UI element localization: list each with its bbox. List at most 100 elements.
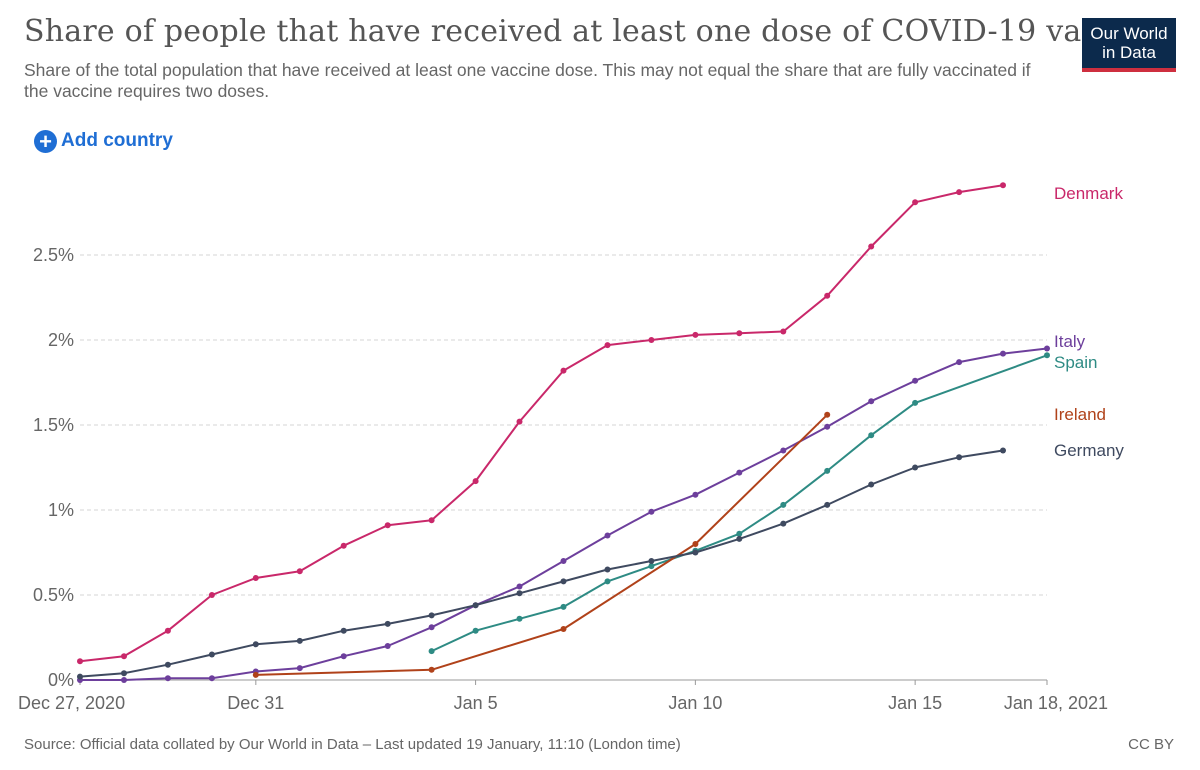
data-point-germany [296, 637, 303, 644]
series-label-denmark: Denmark [1054, 184, 1123, 203]
series-label-germany: Germany [1054, 441, 1124, 460]
data-point-denmark [208, 592, 215, 598]
data-point-spain [1044, 352, 1050, 359]
data-point-germany [164, 661, 171, 668]
data-point-germany [340, 627, 347, 634]
series-label-ireland: Ireland [1054, 405, 1106, 424]
series-label-italy: Italy [1054, 332, 1086, 351]
add-country-label: Add country [61, 130, 173, 151]
data-point-ireland [252, 671, 259, 678]
data-point-spain [868, 432, 875, 439]
data-point-germany [516, 590, 523, 597]
series-line-spain [431, 354, 1048, 653]
data-point-germany [868, 481, 875, 488]
data-point-germany [428, 612, 435, 619]
plus-circle-icon: + [34, 129, 57, 153]
data-point-italy [780, 447, 787, 454]
data-point-denmark [648, 337, 655, 343]
data-point-germany [121, 670, 127, 677]
data-point-denmark [1000, 182, 1006, 189]
data-point-spain [516, 615, 523, 622]
data-point-ireland [824, 411, 831, 418]
data-point-denmark [296, 568, 303, 575]
data-point-spain [780, 501, 787, 508]
data-point-italy [868, 398, 875, 405]
data-point-ireland [692, 541, 699, 547]
data-point-spain [912, 399, 919, 406]
data-point-germany [77, 673, 83, 680]
data-point-spain [648, 563, 655, 570]
logo-accent-bar [1082, 68, 1176, 72]
data-point-italy [824, 423, 831, 430]
x-tick-label: Jan 5 [454, 693, 498, 713]
data-point-germany [780, 520, 787, 527]
data-point-denmark [340, 542, 347, 549]
y-tick-label: 1% [48, 500, 74, 520]
data-point-denmark [736, 330, 743, 337]
y-tick-label: 2.5% [33, 245, 74, 265]
data-point-germany [912, 464, 919, 471]
series-line-germany [79, 449, 1004, 678]
data-point-denmark [780, 328, 787, 335]
data-point-denmark [428, 517, 435, 524]
data-point-italy [956, 359, 963, 366]
data-point-denmark [692, 331, 699, 338]
data-point-spain [604, 578, 611, 585]
y-tick-label: 0.5% [33, 585, 74, 605]
x-tick-label: Jan 15 [888, 693, 942, 713]
chart-subtitle: Share of the total population that have … [24, 60, 1031, 101]
data-point-germany [824, 501, 831, 508]
owid-logo[interactable]: Our World in Data [1082, 18, 1176, 72]
series-label-spain: Spain [1054, 353, 1097, 372]
y-tick-label: 2% [48, 330, 74, 350]
data-point-germany [560, 578, 567, 585]
data-point-germany [384, 620, 391, 627]
data-point-denmark [472, 478, 479, 485]
data-point-ireland [560, 626, 567, 632]
data-point-germany [956, 454, 963, 461]
add-country-button[interactable]: + Add country [34, 128, 173, 154]
x-tick-label: Jan 10 [668, 693, 722, 713]
data-point-italy [1044, 345, 1050, 352]
data-point-denmark [121, 653, 127, 660]
data-point-denmark [604, 342, 611, 349]
source-note[interactable]: Source: Official data collated by Our Wo… [24, 736, 681, 753]
data-point-denmark [252, 575, 259, 581]
data-point-italy [384, 643, 391, 649]
y-tick-label: 0% [48, 670, 74, 690]
series-line-denmark [79, 184, 1004, 663]
data-point-spain [472, 627, 479, 634]
logo-line-2: in Data [1102, 43, 1156, 62]
data-point-italy [208, 675, 215, 682]
data-point-denmark [956, 189, 963, 196]
data-point-germany [736, 535, 743, 542]
data-point-denmark [824, 292, 831, 299]
data-point-spain [824, 467, 831, 474]
data-point-denmark [912, 199, 919, 206]
data-point-germany [252, 641, 259, 648]
data-point-italy [648, 508, 655, 515]
data-point-denmark [384, 522, 391, 529]
data-point-germany [692, 549, 699, 556]
data-point-italy [692, 491, 699, 498]
data-point-germany [648, 558, 655, 564]
data-point-italy [1000, 350, 1006, 357]
data-point-denmark [516, 418, 523, 425]
data-point-germany [208, 651, 215, 658]
data-point-italy [296, 665, 303, 672]
data-point-italy [912, 377, 919, 384]
data-point-denmark [560, 367, 567, 374]
license-link[interactable]: CC BY [1128, 736, 1174, 753]
data-point-italy [516, 583, 523, 590]
data-point-italy [560, 558, 567, 564]
data-point-italy [428, 624, 435, 631]
data-point-italy [604, 532, 611, 539]
data-point-denmark [164, 627, 171, 634]
data-point-italy [164, 675, 171, 682]
data-point-germany [604, 566, 611, 573]
data-point-germany [1000, 447, 1006, 454]
data-point-italy [340, 653, 347, 660]
data-point-italy [736, 469, 743, 476]
chart-title: Share of people that have received at le… [24, 14, 1163, 49]
